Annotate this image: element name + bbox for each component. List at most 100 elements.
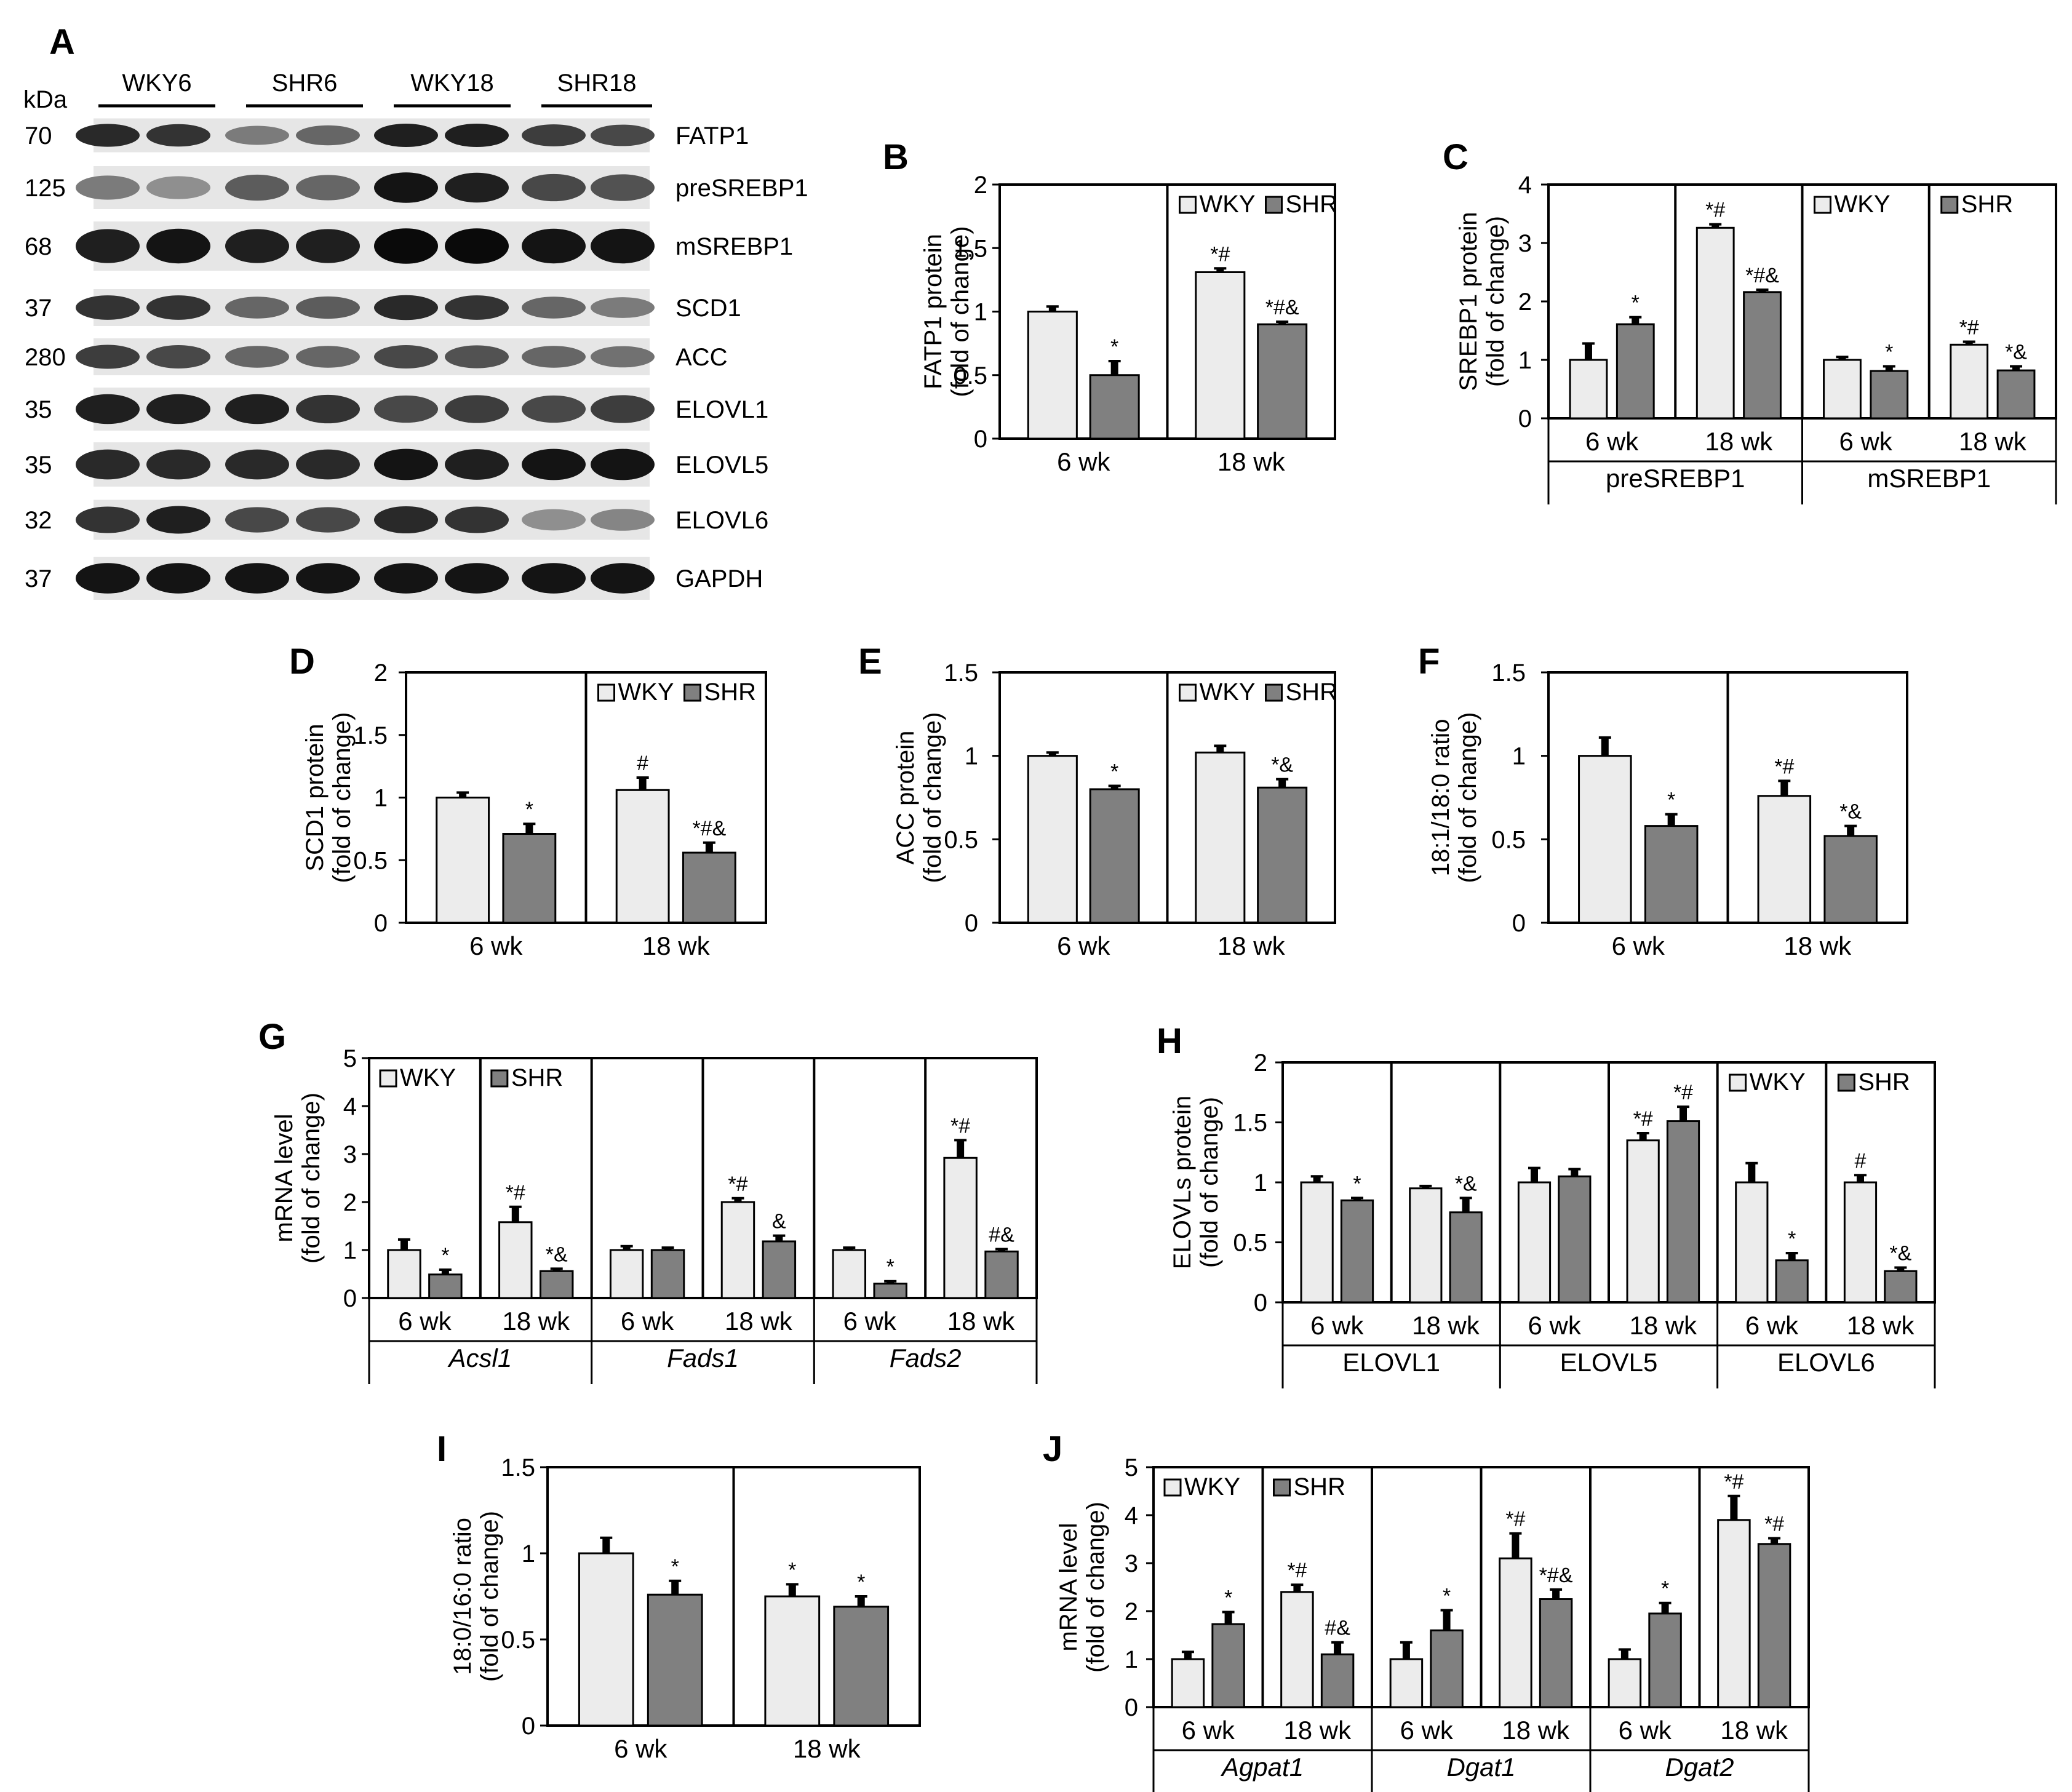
- blot-band: [522, 396, 586, 423]
- significance-annotation: *: [1661, 1577, 1669, 1601]
- bar-shr: [874, 1284, 906, 1298]
- kda-value: 280: [25, 344, 66, 371]
- x-category-label: 6 wk: [1057, 931, 1110, 960]
- kda-header: kDa: [23, 86, 68, 113]
- significance-annotation: *&: [1889, 1241, 1911, 1265]
- blot-band: [591, 395, 655, 423]
- legend-swatch-shr: [685, 685, 701, 701]
- y-tick-label: 1.5: [501, 1454, 535, 1481]
- bar-wky: [1697, 228, 1734, 418]
- blot-band: [146, 394, 210, 424]
- legend-swatch-wky: [1815, 197, 1831, 213]
- significance-annotation: *: [788, 1558, 796, 1582]
- x-category-label: 18 wk: [1783, 931, 1852, 960]
- significance-annotation: *: [887, 1256, 895, 1279]
- bar-shr: [648, 1595, 702, 1726]
- bar-wky: [833, 1250, 865, 1298]
- significance-annotation: *#&: [692, 817, 726, 840]
- bar-wky: [1570, 360, 1607, 418]
- y-tick-label: 1.5: [1491, 659, 1526, 687]
- x-category-label: 6 wk: [1528, 1311, 1581, 1340]
- panel-letter: I: [437, 1429, 447, 1469]
- blot-band: [374, 345, 438, 368]
- error-bar: [1462, 1198, 1470, 1212]
- kda-value: 37: [25, 565, 52, 592]
- error-bar: [1748, 1163, 1755, 1182]
- kda-value: 125: [25, 175, 66, 202]
- blot-band: [522, 297, 586, 318]
- lane-group-label: SHR18: [557, 70, 637, 97]
- blot-band: [445, 395, 509, 423]
- error-bar: [1601, 738, 1609, 756]
- group-label: mSREBP1: [1867, 464, 1991, 493]
- significance-annotation: *#&: [1539, 1564, 1573, 1587]
- blot-band: [76, 229, 140, 263]
- blot-band: [591, 449, 655, 480]
- group-label: Acsl1: [447, 1344, 512, 1372]
- legend-label: SHR: [1286, 191, 1337, 218]
- y-tick-label: 0.5: [944, 826, 978, 853]
- x-category-label: 6 wk: [1057, 447, 1110, 476]
- bar-wky: [616, 790, 669, 923]
- bar-wky: [1390, 1659, 1422, 1707]
- blot-band: [225, 175, 289, 201]
- x-category-label: 18 wk: [1283, 1716, 1352, 1745]
- blot-protein-label: ELOVL1: [675, 396, 768, 423]
- blot-band: [591, 509, 655, 531]
- x-category-label: 6 wk: [1745, 1311, 1799, 1340]
- legend-swatch-shr: [1942, 197, 1958, 213]
- legend-label: SHR: [1294, 1473, 1345, 1500]
- bar-shr: [683, 853, 735, 923]
- chart-panel-i: I18:0/16:0 ratio (fold of change)00.511.5…: [437, 1429, 920, 1763]
- blot-band: [522, 124, 586, 146]
- kda-value: 35: [25, 452, 52, 479]
- x-category-label: 18 wk: [1217, 931, 1286, 960]
- blot-protein-label: FATP1: [675, 122, 749, 149]
- error-bar: [789, 1584, 796, 1596]
- significance-annotation: *#: [1959, 316, 1979, 340]
- error-bar: [1512, 1534, 1519, 1559]
- x-category-label: 6 wk: [1612, 931, 1665, 960]
- legend-label: SHR: [511, 1064, 563, 1091]
- y-tick-label: 0: [974, 426, 987, 453]
- x-category-label: 18 wk: [1502, 1716, 1570, 1745]
- x-category-label: 18 wk: [1720, 1716, 1788, 1745]
- y-tick-label: 0.5: [1491, 826, 1526, 853]
- significance-annotation: *#: [1505, 1508, 1525, 1531]
- blot-band: [146, 450, 210, 480]
- y-axis-label: 18:1/18:0 ratio: [1427, 719, 1454, 877]
- x-category-label: 6 wk: [1585, 427, 1639, 456]
- legend-swatch-wky: [1180, 197, 1196, 213]
- y-tick-label: 2: [1125, 1598, 1138, 1625]
- blot-band: [146, 176, 210, 199]
- y-axis-label: (fold of change): [1454, 712, 1481, 883]
- error-bar: [858, 1596, 865, 1607]
- y-tick-label: 0: [1254, 1289, 1267, 1316]
- y-axis-label: mRNA level: [1055, 1523, 1082, 1652]
- y-tick-label: 0: [374, 910, 388, 937]
- y-tick-label: 1: [1125, 1646, 1138, 1673]
- y-tick-label: 1: [1512, 743, 1526, 770]
- blot-band: [76, 394, 140, 424]
- bar-wky: [1281, 1592, 1313, 1707]
- y-axis-label: FATP1 protein: [920, 234, 947, 389]
- y-tick-label: 4: [343, 1093, 357, 1120]
- bar-wky: [579, 1553, 633, 1726]
- error-bar: [1552, 1590, 1560, 1599]
- blot-band: [522, 563, 586, 593]
- x-category-label: 18 wk: [1412, 1311, 1480, 1340]
- blot-band: [76, 295, 140, 320]
- blot-band: [146, 295, 210, 320]
- bar-wky: [1736, 1182, 1767, 1302]
- blot-band: [296, 507, 360, 532]
- y-tick-label: 1.5: [944, 659, 978, 687]
- blot-band: [225, 297, 289, 318]
- blot-band: [296, 395, 360, 423]
- panel-letter: D: [289, 642, 315, 682]
- y-tick-label: 2: [343, 1189, 357, 1216]
- panel-letter: G: [258, 1017, 286, 1057]
- bar-shr: [1998, 370, 2034, 418]
- significance-annotation: *&: [2005, 340, 2027, 364]
- error-bar: [706, 843, 713, 853]
- error-bar: [1662, 1603, 1669, 1614]
